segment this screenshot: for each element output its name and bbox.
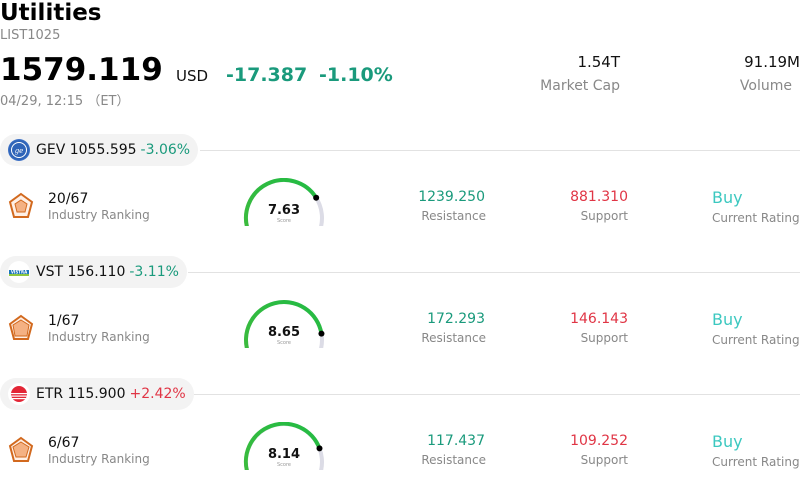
resistance-value: 1239.250 (418, 189, 485, 205)
stock-ticker: VST (36, 264, 64, 280)
volume-value: 91.19M (744, 53, 800, 71)
industry-ranking-icon (8, 436, 34, 462)
vistra-logo-icon: VISTRA (8, 261, 30, 283)
score-value: 8.65 (268, 325, 300, 340)
rank-label: Industry Ranking (48, 208, 150, 222)
score-gauge: 8.14 Score (243, 422, 324, 470)
score-label: Score (277, 218, 291, 224)
stock-pill-gev[interactable]: ge GEV 1055.595 -3.06% (0, 134, 199, 166)
stock-ticker: ETR (36, 386, 64, 402)
stock-price: 115.900 (67, 386, 126, 402)
score-value: 7.63 (268, 203, 300, 218)
score-label: Score (277, 462, 291, 468)
support-label: Support (580, 453, 628, 467)
divider (200, 150, 800, 151)
rating-value[interactable]: Buy (712, 188, 743, 207)
stock-ticker: GEV (36, 142, 66, 158)
rating-label: Current Rating (712, 455, 800, 469)
support-label: Support (580, 331, 628, 345)
resistance-value: 172.293 (427, 311, 485, 327)
index-change-percent: -1.10% (319, 64, 393, 86)
market-cap-value: 1.54T (577, 53, 620, 71)
rank-value: 1/67 (48, 313, 80, 329)
index-change: -17.387 (226, 64, 308, 86)
divider (194, 394, 800, 395)
resistance-value: 117.437 (427, 433, 485, 449)
score-value: 8.14 (268, 447, 300, 462)
rating-label: Current Rating (712, 211, 800, 225)
rank-value: 6/67 (48, 435, 80, 451)
support-value: 109.252 (570, 433, 628, 449)
rating-label: Current Rating (712, 333, 800, 347)
rank-value: 20/67 (48, 191, 89, 207)
rank-label: Industry Ranking (48, 330, 150, 344)
support-value: 881.310 (570, 189, 628, 205)
volume-label: Volume (739, 78, 792, 94)
stock-price: 156.110 (67, 264, 126, 280)
support-label: Support (580, 209, 628, 223)
support-value: 146.143 (570, 311, 628, 327)
industry-ranking-icon (8, 192, 34, 218)
rating-value[interactable]: Buy (712, 310, 743, 329)
score-gauge: 7.63 Score (244, 178, 324, 226)
rank-label: Industry Ranking (48, 452, 150, 466)
stock-change: -3.11% (129, 264, 179, 280)
index-price: 1579.119 (0, 52, 163, 88)
currency-label: USD (176, 67, 209, 85)
entergy-logo-icon (8, 383, 30, 405)
index-title: Utilities (0, 0, 102, 26)
resistance-label: Resistance (421, 209, 486, 223)
stock-price: 1055.595 (69, 142, 137, 158)
score-gauge: 8.65 Score (244, 300, 325, 348)
score-label: Score (277, 340, 291, 346)
timestamp: 04/29, 12:15 （ET） (0, 94, 130, 109)
svg-text:ge: ge (15, 147, 24, 155)
score-marker (316, 445, 323, 452)
rating-value[interactable]: Buy (712, 432, 743, 451)
stock-change: +2.42% (129, 386, 186, 402)
stock-pill-vst[interactable]: VISTRA VST 156.110 -3.11% (0, 256, 187, 288)
industry-ranking-icon (8, 314, 34, 340)
score-marker (313, 194, 320, 201)
resistance-label: Resistance (421, 331, 486, 345)
resistance-label: Resistance (421, 453, 486, 467)
svg-text:VISTRA: VISTRA (11, 270, 28, 275)
divider (188, 272, 800, 273)
stock-pill-etr[interactable]: ETR 115.900 +2.42% (0, 378, 194, 410)
market-cap-label: Market Cap (540, 78, 620, 94)
ge-logo-icon: ge (8, 139, 30, 161)
stock-change: -3.06% (140, 142, 191, 158)
index-code: LIST1025 (0, 28, 61, 43)
score-marker (318, 330, 325, 337)
